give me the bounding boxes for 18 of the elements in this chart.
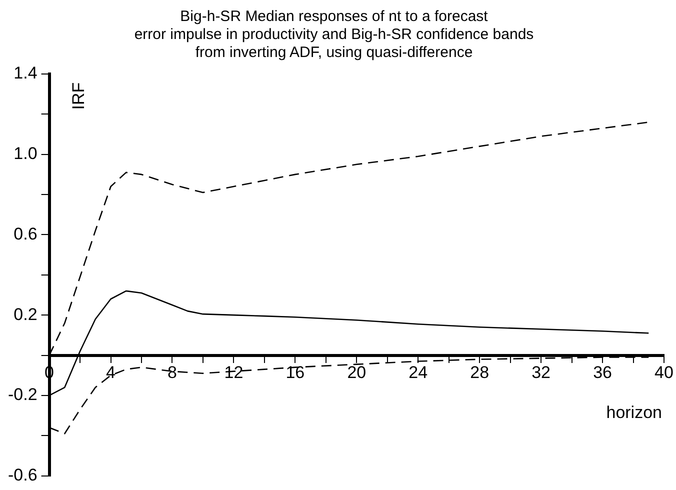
y-tick-label: -0.2 <box>8 385 38 404</box>
x-tick-label: 16 <box>286 363 305 382</box>
x-tick-label: 40 <box>654 363 674 382</box>
x-tick-label: 4 <box>106 363 116 382</box>
y-axis-title: IRF <box>68 82 88 110</box>
x-tick-label: 28 <box>470 363 490 382</box>
y-tick-label: 1.4 <box>14 64 38 83</box>
x-tick-label: 32 <box>532 363 551 382</box>
x-axis-title: horizon <box>606 402 662 422</box>
y-tick-label: 1.0 <box>14 144 38 164</box>
x-tick-label: 20 <box>347 363 366 382</box>
x-tick-label: 36 <box>593 363 612 382</box>
x-tick-label: 24 <box>408 363 428 382</box>
y-tick-label: 0.2 <box>14 304 38 324</box>
chart-title: Big-h-SR Median responses of nt to a forecast error impulse in productivity and Big-h-SR confidence bands from inverting ADF, using quasi-difference <box>134 8 534 62</box>
y-tick-label: 0.6 <box>14 224 38 244</box>
x-tick-label: 8 <box>168 363 177 382</box>
y-tick-label: -0.6 <box>8 465 38 484</box>
